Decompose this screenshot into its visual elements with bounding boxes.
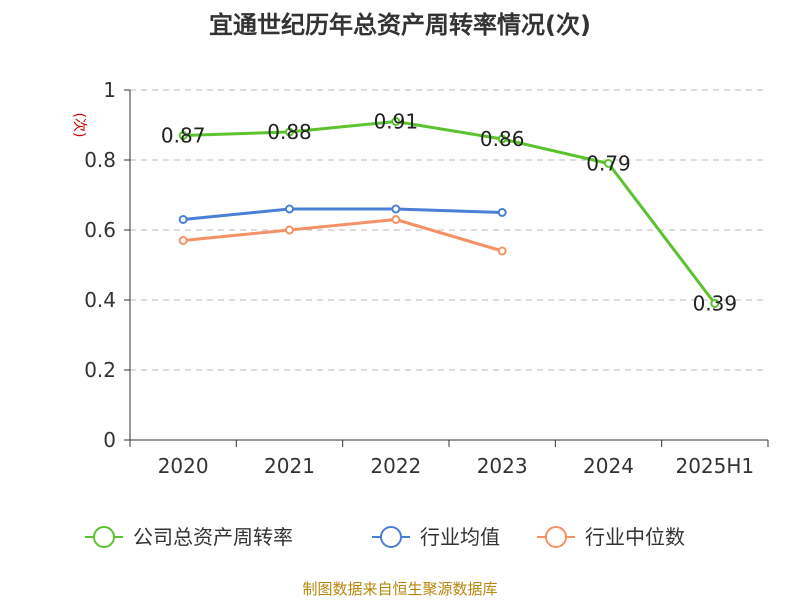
legend-label: 行业均值: [420, 525, 500, 549]
y-axis-unit: (次): [71, 113, 87, 138]
data-point: [391, 215, 401, 224]
data-point: [391, 204, 401, 214]
data-point: [497, 134, 507, 144]
axes: 0 0.2 0.4 0.6 0.8 1 2020 2021 2022 2023 2024 2025H1: [84, 78, 769, 478]
data-point: [285, 204, 294, 214]
data-point: [285, 225, 294, 235]
data-point: [178, 131, 188, 140]
x-tick-label: 2020: [158, 454, 209, 478]
legend-label: 公司总资产周转率: [133, 525, 293, 549]
x-tick-label: 2023: [477, 454, 528, 478]
data-point: [178, 215, 188, 224]
data-point: [604, 159, 613, 168]
data-label: 0.91: [374, 110, 419, 134]
series-line: [183, 120, 716, 305]
data-point: [391, 117, 401, 126]
data-point: [497, 246, 507, 256]
data-point: [710, 299, 720, 308]
data-label: 0.79: [586, 152, 631, 176]
x-tick-label: 2025H1: [675, 454, 754, 478]
y-tick-label: 0.8: [84, 148, 116, 172]
chart-title: 宜通世纪历年总资产周转率情况(次): [209, 11, 591, 39]
x-tick-label: 2024: [583, 454, 634, 478]
series-line: [183, 207, 503, 221]
series-line: [183, 218, 503, 253]
data-point: [497, 208, 507, 217]
y-tick-label: 0.6: [84, 218, 116, 242]
y-tick-label: 1: [103, 78, 116, 102]
y-tick-label: 0.4: [84, 288, 116, 312]
series-lines: [178, 117, 720, 308]
data-label: 0.87: [161, 124, 206, 148]
grid-lines: [130, 89, 768, 371]
data-label: 0.88: [267, 120, 312, 144]
legend: 公司总资产周转率 行业均值 行业中位数: [85, 525, 685, 549]
x-tick-label: 2022: [370, 454, 421, 478]
legend-marker: [380, 526, 402, 548]
data-label: 0.86: [480, 127, 525, 151]
legend-marker: [93, 526, 115, 548]
x-tick-label: 2021: [264, 454, 315, 478]
legend-marker: [545, 526, 567, 548]
data-point: [178, 236, 188, 245]
y-tick-label: 0: [103, 428, 116, 452]
source-note: 制图数据来自恒生聚源数据库: [302, 580, 497, 598]
data-labels: 0.87 0.88 0.91 0.86 0.79 0.39: [161, 110, 737, 316]
y-tick-label: 0.2: [84, 358, 116, 382]
legend-label: 行业中位数: [585, 525, 685, 549]
data-point: [285, 127, 294, 137]
data-label: 0.39: [693, 292, 738, 316]
